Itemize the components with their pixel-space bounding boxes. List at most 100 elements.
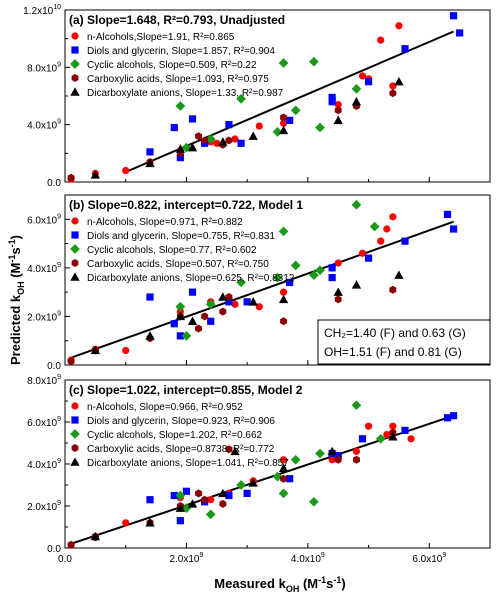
series-circle [67,213,409,364]
data-point [407,435,415,443]
data-point [286,116,294,124]
series-triangle [90,76,404,179]
annotation-line-2: OH=1.51 (F) and 0.81 (G) [324,345,462,359]
legend-label: n-Alcohols, Slope=0.966, R²=0.952 [87,402,243,413]
data-point [195,324,202,333]
data-point [248,478,258,487]
x-tick-label: 6.0x109 [412,552,446,565]
legend-marker [71,444,79,452]
data-point [279,119,288,127]
data-point [280,474,287,483]
x-tick-label: 0.0 [58,554,72,565]
data-point [309,56,319,67]
plot-frame [64,194,491,366]
panel-title: (c) Slope=1.022, intercept=0.855, Model … [69,383,303,397]
y-tick-label: 2.0x109 [27,500,61,513]
data-point [351,83,362,94]
data-point [334,452,342,460]
data-point [146,148,154,156]
annotation-box: CH₂=1.40 (F) and 0.63 (G) OH=1.51 (F) an… [317,319,491,365]
y-tick-label: 0.0 [47,544,61,555]
data-point [333,115,343,125]
data-point [443,414,452,422]
y-tick-label: 6.0x109 [27,416,61,429]
data-point [449,412,458,420]
data-point [67,357,75,366]
data-point [201,495,209,504]
data-point [328,273,336,282]
data-point [290,260,301,271]
data-point [315,448,325,459]
data-point [309,496,319,507]
data-point [255,122,263,130]
y-tick-label: 1.2x1010 [23,4,61,17]
regression-line [70,414,454,545]
data-point [389,89,397,98]
data-point [401,45,409,53]
data-point [219,307,227,316]
data-point [243,489,251,497]
data-point [272,126,283,137]
data-point [236,277,246,288]
data-point [364,422,373,430]
data-point [218,292,228,301]
legend-label: n-Alcohols,Slope=1.91, R²=0.865 [87,32,235,43]
data-point [364,78,373,86]
legend-marker [70,244,80,254]
legend-marker [71,259,79,267]
data-point [176,332,184,340]
data-point [176,154,184,162]
data-point [145,158,155,168]
data-point [225,491,233,500]
data-point [90,531,101,541]
data-point [181,330,192,341]
data-point [187,499,198,508]
data-point [188,288,197,296]
data-point [364,254,373,262]
data-point [225,445,233,454]
data-point [443,210,452,219]
data-point [170,491,178,500]
series-square [146,12,464,162]
data-point [187,316,198,326]
data-point [328,93,336,102]
data-point [358,249,367,257]
data-point [122,346,130,355]
y-tick-label: 0.0 [47,178,61,189]
data-point [309,270,319,281]
data-point [213,139,221,147]
data-point [369,221,380,232]
series-diamond [175,56,362,153]
data-point [175,503,186,512]
data-point [328,456,336,464]
data-point [278,463,289,472]
data-point [205,134,216,144]
data-point [207,496,215,504]
chart-panel-3: 0.0 2.0x109 4.0x109 6.0x109 8.0x109 0.0 2.0x10… [27,374,491,565]
y-tick-label: 8.0x109 [27,61,61,74]
panel-title: (b) Slope=0.822, intercept=0.722, Model … [69,198,303,212]
data-point [334,455,342,464]
data-point [280,113,287,122]
y-tick-label: 0.0 [47,361,61,372]
data-point [334,101,342,109]
data-point [278,226,289,237]
series-diamond [175,400,386,520]
data-point [327,446,337,456]
data-point [67,173,75,182]
legend-label: Dicarboxylate anions, Slope=1.041, R²=0.… [87,458,289,469]
legend-marker [70,87,80,96]
data-point [449,12,458,20]
data-point [279,456,288,464]
data-point [122,166,130,175]
data-point [176,517,184,525]
legend-label: Dicarboxylate anions, Slope=1.33, R²=0.9… [87,88,284,99]
data-point [383,431,391,439]
data-point [195,132,202,141]
data-point [278,58,289,68]
data-point [272,471,283,482]
legend-label: Carboxylic acids, Slope=0.8738, R²=0.772 [87,444,275,455]
data-point [175,101,186,111]
data-point [225,136,233,145]
